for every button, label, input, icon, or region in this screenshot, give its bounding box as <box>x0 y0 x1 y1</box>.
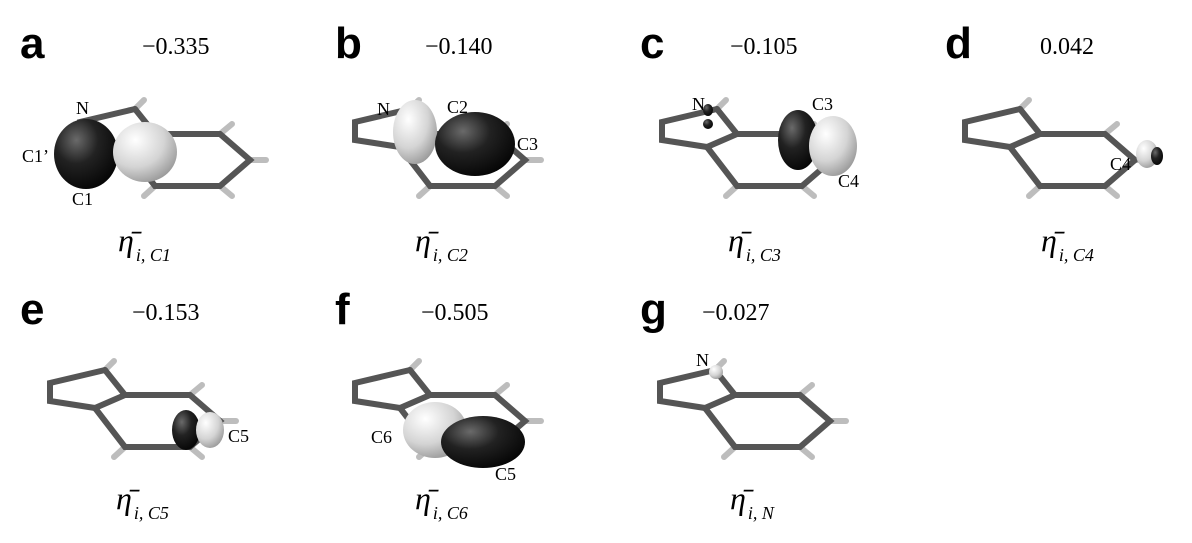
orbital-lobe-light <box>113 122 177 182</box>
orbital-lobe-dark <box>172 410 200 450</box>
panel-value: −0.027 <box>702 300 770 326</box>
panel-d: d 0.042 C4 η̄ i, C4 <box>945 22 1192 277</box>
panel-f: f −0.505 C6 C5 η̄ i, C6 <box>335 288 625 543</box>
panel-e: e −0.153 C5 η̄ i, C5 <box>20 288 310 543</box>
atom-label: N <box>76 98 89 118</box>
atom-label: C5 <box>228 426 249 446</box>
orbital-lobe-dark <box>435 112 515 176</box>
panel-value: −0.335 <box>142 34 210 60</box>
atom-label: C3 <box>812 94 833 114</box>
eta-label: η̄ i, C1 <box>118 222 171 266</box>
eta-symbol: η̄ <box>415 222 431 258</box>
panel-label: d <box>945 19 972 68</box>
eta-symbol: η̄ <box>1041 222 1057 258</box>
orbital-lobe-light <box>196 412 224 448</box>
panel-c: c −0.105 N C3 C4 η̄ i, C3 <box>640 22 930 277</box>
orbital-lobe-dark <box>441 416 525 468</box>
panel-label: c <box>640 19 665 68</box>
panel-value: −0.140 <box>425 34 493 60</box>
eta-symbol: η̄ <box>116 480 132 516</box>
panel-label: a <box>20 19 45 68</box>
eta-subscript: i, C1 <box>135 245 171 265</box>
atom-label: C4 <box>1110 154 1131 174</box>
orbital-lobe-light <box>393 100 437 164</box>
molecule-diagram: C5 <box>20 338 249 488</box>
eta-subscript: i, C6 <box>432 503 468 523</box>
eta-symbol: η̄ <box>118 222 134 258</box>
molecule-diagram: N <box>640 350 900 488</box>
atom-label: N <box>377 99 390 119</box>
eta-label: η̄ i, C5 <box>116 480 169 524</box>
panel-a: a −0.335 N C1’ C1 η̄ i, C1 <box>20 22 310 277</box>
molecule-diagram: C6 C5 <box>335 338 595 484</box>
panel-value: −0.153 <box>132 300 200 326</box>
orbital-lobe-dark <box>54 119 118 189</box>
orbital-lobe-light <box>809 116 857 176</box>
atom-label: N <box>696 350 709 370</box>
eta-symbol: η̄ <box>730 480 746 516</box>
panel-label: f <box>335 285 350 334</box>
atom-label: C6 <box>371 427 392 447</box>
atom-label: C3 <box>517 134 538 154</box>
orbital-lobe-dark <box>1151 147 1163 165</box>
orbital-lobe-dark <box>703 104 713 116</box>
panel-label: b <box>335 19 362 68</box>
eta-label: η̄ i, C3 <box>728 222 781 266</box>
panel-g: g −0.027 N η̄ i, N <box>640 288 930 543</box>
panel-label: e <box>20 285 45 334</box>
atom-label: C2 <box>447 97 468 117</box>
eta-subscript: i, C2 <box>432 245 468 265</box>
atom-label: C1 <box>72 189 93 209</box>
eta-subscript: i, C4 <box>1058 245 1094 265</box>
orbital-lobe-dark <box>703 119 713 129</box>
atom-label: C5 <box>495 464 516 484</box>
molecule-diagram: N C3 C4 <box>640 94 859 222</box>
atom-label: C1’ <box>22 146 49 166</box>
eta-label: η̄ i, C4 <box>1041 222 1094 266</box>
eta-subscript: i, N <box>747 503 774 523</box>
atom-label: C4 <box>838 171 859 191</box>
panel-b: b −0.140 N C2 C3 η̄ i, C2 <box>335 22 625 277</box>
eta-subscript: i, C3 <box>745 245 781 265</box>
molecule-diagram: N C2 C3 <box>335 97 595 222</box>
molecule-diagram: N C1’ C1 <box>22 72 280 209</box>
eta-symbol: η̄ <box>728 222 744 258</box>
panel-value: 0.042 <box>1040 34 1094 60</box>
eta-label: η̄ i, C6 <box>415 480 468 524</box>
panel-label: g <box>640 285 667 334</box>
panel-value: −0.505 <box>421 300 489 326</box>
eta-label: η̄ i, N <box>730 480 774 524</box>
orbital-lobe-dark <box>778 110 818 170</box>
molecule-diagram: C4 <box>945 72 1163 222</box>
eta-subscript: i, C5 <box>133 503 169 523</box>
orbital-lobe-light <box>709 365 723 379</box>
eta-symbol: η̄ <box>415 480 431 516</box>
panel-value: −0.105 <box>730 34 798 60</box>
atom-label: N <box>692 94 705 114</box>
eta-label: η̄ i, C2 <box>415 222 468 266</box>
